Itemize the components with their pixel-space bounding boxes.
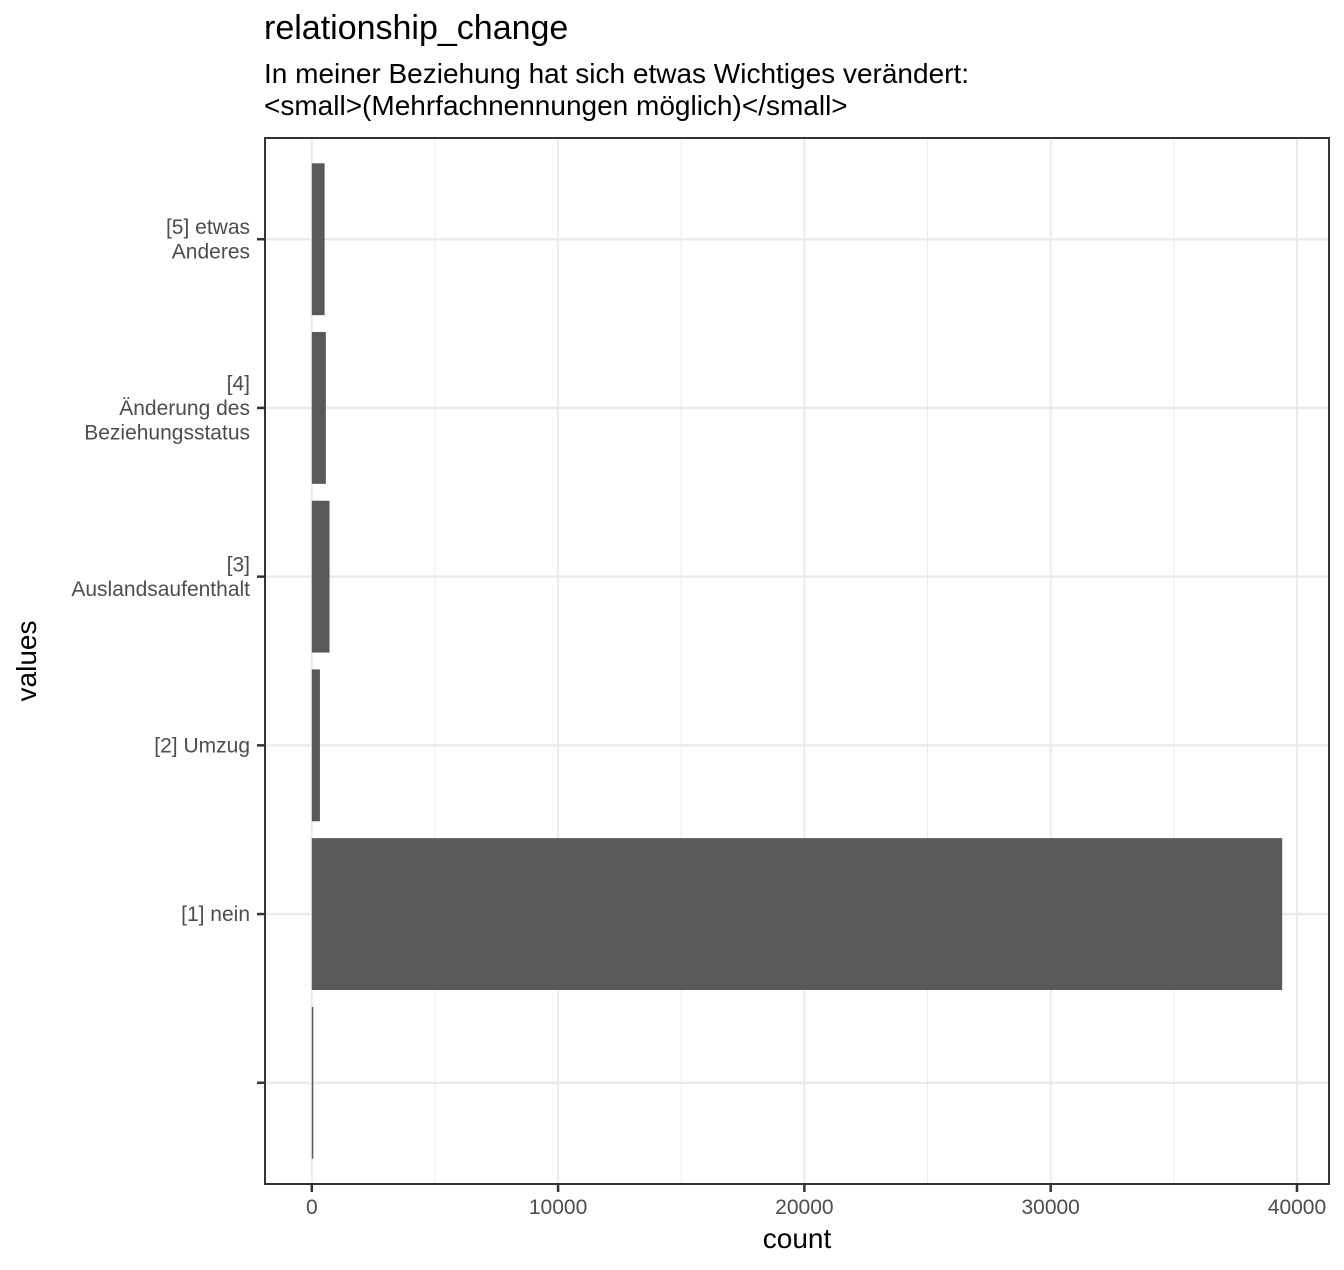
x-tick-label: 10000 xyxy=(529,1196,587,1219)
y-tick-label: [2] Umzug xyxy=(154,734,250,757)
bar xyxy=(311,332,326,484)
y-axis-ticks: [1] nein [2] Umzug [3] Auslandsaufenthalt [4… xyxy=(71,216,265,1085)
x-tick-label: 30000 xyxy=(1021,1196,1079,1219)
chart-subtitle-line-1: In meiner Beziehung hat sich etwas Wicht… xyxy=(264,58,970,89)
x-axis-ticks: 0 10000 20000 30000 40000 xyxy=(306,1184,1326,1219)
y-tick-label: [5] etwas Anderes xyxy=(166,216,250,264)
bar xyxy=(311,669,320,822)
chart-subtitle-line-2: <small>(Mehrfachnennungen möglich)</smal… xyxy=(264,90,848,121)
bar xyxy=(311,163,325,316)
x-axis-title: count xyxy=(763,1223,832,1254)
bars xyxy=(311,163,1283,1159)
y-tick-label: [1] nein xyxy=(181,903,250,926)
chart-title: relationship_change xyxy=(264,9,569,47)
bar xyxy=(311,838,1283,990)
panel-border xyxy=(264,137,1330,1185)
x-tick-label: 20000 xyxy=(775,1196,833,1219)
bar xyxy=(311,1006,314,1159)
y-axis-title: values xyxy=(11,621,42,702)
bar xyxy=(311,500,330,653)
grid-lines xyxy=(265,138,1329,1184)
x-tick-label: 0 xyxy=(306,1196,318,1219)
x-tick-label: 40000 xyxy=(1268,1196,1326,1219)
y-tick-label: [4] Änderung des Beziehungsstatus xyxy=(84,372,250,444)
y-tick-label: [3] Auslandsaufenthalt xyxy=(71,553,250,601)
